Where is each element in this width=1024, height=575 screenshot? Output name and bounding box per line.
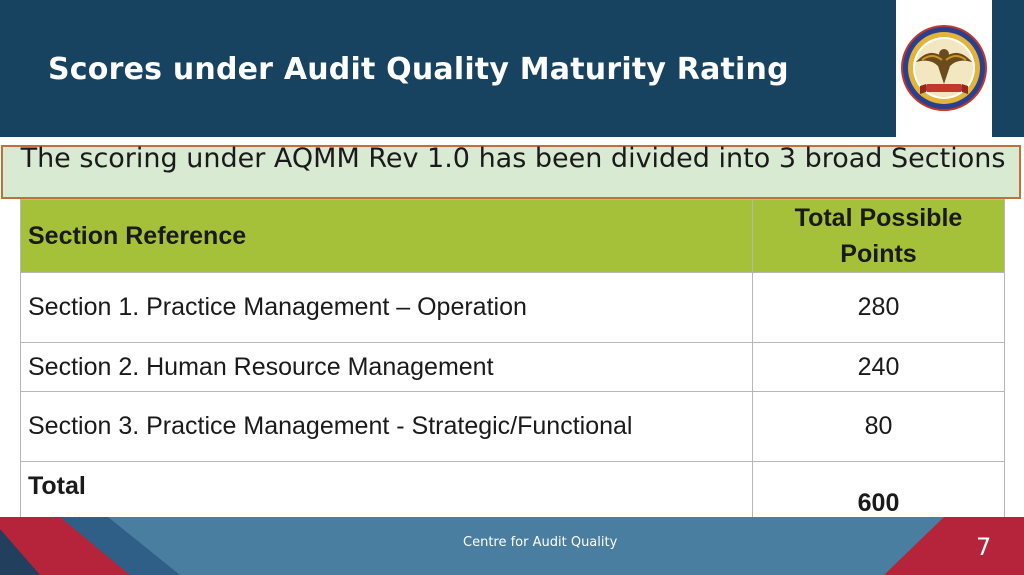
header-bar: Scores under Audit Quality Maturity Rati…	[0, 0, 1024, 137]
footer-bar: Centre for Audit Quality 7	[0, 517, 1024, 575]
table-row: Section 3. Practice Management - Strateg…	[20, 391, 1005, 462]
header-total-possible-points: Total Possible Points	[752, 199, 1005, 273]
institute-emblem-icon	[901, 25, 987, 111]
logo-container	[896, 0, 992, 137]
scores-table: Section Reference Total Possible Points …	[20, 199, 1005, 521]
points-cell: 80	[752, 391, 1005, 462]
total-points: 600	[752, 461, 1005, 521]
points-cell: 240	[752, 342, 1005, 392]
total-label: Total	[20, 461, 753, 521]
section-reference-cell: Section 1. Practice Management – Operati…	[20, 272, 753, 343]
footer-decoration	[0, 517, 1024, 575]
table-row: Section 2. Human Resource Management 240	[20, 342, 1005, 392]
table-header-row: Section Reference Total Possible Points	[20, 199, 1005, 273]
header-section-reference: Section Reference	[20, 199, 753, 273]
total-row: Total 600	[20, 461, 1005, 521]
footer-text: Centre for Audit Quality	[463, 535, 618, 550]
subtitle-text: The scoring under AQMM Rev 1.0 has been …	[20, 143, 1006, 174]
section-reference-cell: Section 3. Practice Management - Strateg…	[20, 391, 753, 462]
subtitle-banner: The scoring under AQMM Rev 1.0 has been …	[1, 143, 1021, 199]
page-number: 7	[976, 533, 992, 561]
table-row: Section 1. Practice Management – Operati…	[20, 272, 1005, 343]
points-cell: 280	[752, 272, 1005, 343]
section-reference-cell: Section 2. Human Resource Management	[20, 342, 753, 392]
slide-title: Scores under Audit Quality Maturity Rati…	[48, 52, 789, 87]
